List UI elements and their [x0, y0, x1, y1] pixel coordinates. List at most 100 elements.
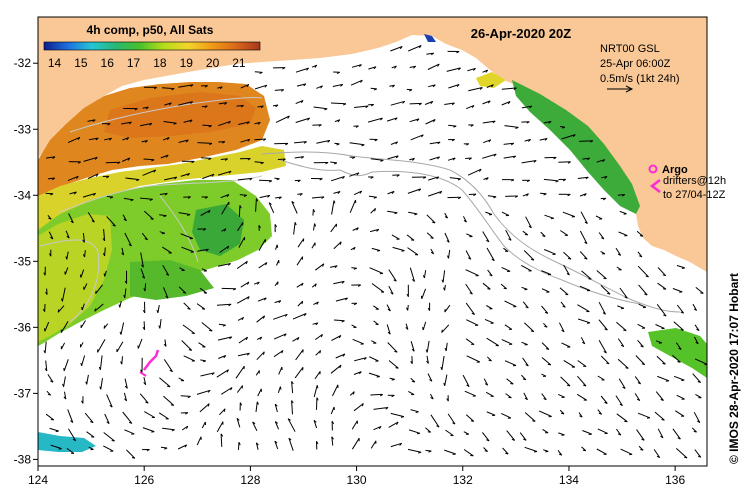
current-arrow — [221, 387, 233, 395]
current-arrow-head — [485, 69, 489, 73]
current-arrow — [335, 297, 348, 302]
current-arrow — [561, 342, 571, 348]
current-arrow-head — [58, 448, 62, 450]
current-arrow — [577, 304, 590, 313]
legend-scale-arrow-icon — [607, 85, 634, 93]
current-arrow-head — [173, 122, 177, 125]
current-arrow — [354, 105, 369, 108]
current-arrow-head — [141, 264, 144, 268]
current-arrow-head — [45, 291, 48, 295]
current-arrow — [672, 354, 681, 363]
current-arrow — [539, 138, 548, 141]
current-arrow — [577, 318, 591, 324]
current-arrow-head — [486, 439, 490, 442]
current-arrow-head — [342, 103, 347, 106]
current-arrow-head — [487, 100, 491, 104]
current-arrow — [124, 232, 132, 247]
current-arrow — [353, 403, 364, 412]
current-arrow — [538, 410, 552, 417]
current-arrow-head — [76, 175, 79, 179]
current-arrow — [297, 238, 305, 248]
current-arrow — [561, 134, 576, 140]
current-arrow — [314, 263, 325, 271]
current-arrow-head — [209, 142, 213, 146]
current-arrow — [237, 222, 244, 232]
current-arrow — [524, 412, 536, 422]
current-arrow — [291, 381, 294, 394]
current-arrow-head — [47, 393, 51, 396]
sst-yellow-band — [38, 146, 286, 230]
current-arrow — [67, 136, 81, 144]
current-arrow — [521, 105, 532, 109]
current-arrow-head — [493, 153, 497, 157]
current-arrow — [579, 251, 588, 260]
current-arrow — [543, 120, 552, 124]
current-arrow-head — [373, 196, 377, 199]
current-arrow — [256, 315, 265, 323]
current-arrow-head — [43, 272, 46, 276]
current-arrow-head — [259, 71, 263, 75]
current-arrow — [409, 118, 420, 123]
current-arrow-head — [70, 220, 74, 224]
current-arrow-head — [85, 381, 88, 385]
current-arrow-head — [604, 328, 608, 331]
y-tick-label: -35 — [14, 254, 32, 268]
current-arrow-head — [208, 125, 212, 128]
current-arrow — [426, 214, 436, 224]
current-arrow-head — [44, 368, 48, 372]
current-arrow-head — [515, 126, 519, 129]
current-arrow-head — [187, 308, 191, 310]
current-arrow-head — [385, 407, 389, 410]
current-arrow-head — [327, 140, 331, 143]
current-arrow — [425, 119, 436, 125]
current-arrow — [181, 246, 194, 253]
current-arrow-head — [166, 137, 170, 141]
x-tick-label: 126 — [134, 473, 154, 487]
current-arrow — [482, 153, 497, 159]
current-arrow — [595, 215, 603, 220]
current-arrow-head — [525, 306, 529, 309]
current-arrow — [312, 124, 322, 126]
y-tick-label: -37 — [14, 386, 32, 400]
current-arrow — [694, 324, 700, 331]
current-arrow-head — [167, 385, 171, 388]
current-arrow — [122, 411, 133, 424]
current-arrow-head — [542, 235, 546, 237]
current-arrow — [637, 323, 646, 329]
current-arrow — [125, 177, 140, 181]
current-arrow — [525, 216, 532, 229]
current-arrow — [560, 301, 566, 308]
eyre-peninsula — [640, 240, 672, 268]
current-arrow — [544, 214, 554, 219]
current-arrow-head — [370, 176, 374, 179]
current-arrow-head — [487, 288, 491, 290]
current-arrow-head — [394, 212, 398, 215]
colorbar-ticks: 14 15 16 17 18 19 20 21 — [48, 56, 246, 70]
current-arrow — [676, 265, 685, 269]
current-arrow — [197, 248, 209, 252]
current-arrow-head — [491, 84, 494, 88]
current-arrow-head — [340, 84, 344, 87]
current-arrow-head — [325, 162, 329, 165]
current-arrow — [448, 249, 451, 259]
current-arrow — [371, 283, 385, 293]
current-arrow — [275, 196, 282, 199]
current-arrow-head — [211, 372, 215, 376]
current-arrow — [577, 176, 589, 179]
current-arrow-head — [265, 262, 268, 266]
current-arrow — [67, 175, 79, 182]
current-arrow-head — [375, 323, 379, 326]
current-arrow-head — [376, 376, 380, 378]
current-arrow-head — [287, 115, 290, 119]
current-arrow — [293, 222, 296, 235]
current-arrow-head — [394, 65, 397, 69]
current-arrow — [368, 195, 377, 198]
current-arrow — [121, 356, 123, 365]
current-arrow-head — [566, 384, 571, 387]
current-arrow-head — [505, 452, 509, 455]
current-arrow-head — [358, 64, 362, 68]
current-arrow — [315, 333, 323, 341]
current-arrow-head — [288, 437, 292, 441]
current-arrow — [657, 428, 664, 439]
current-arrow-head — [112, 224, 116, 227]
